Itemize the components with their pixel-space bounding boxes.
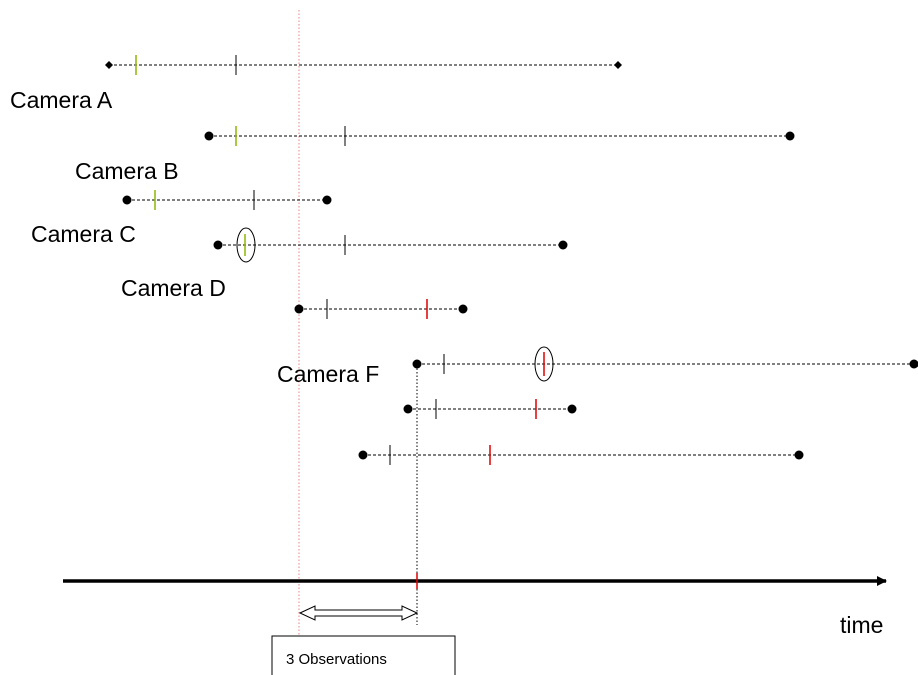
camera-f-timeline (412, 346, 918, 382)
camera-a-label: Camera A (10, 87, 113, 113)
time-axis-label: time (840, 612, 883, 638)
highlight-ellipse (534, 346, 554, 382)
camera-f-label: Camera F (277, 361, 379, 387)
camera-b-label: Camera B (75, 158, 179, 184)
observations-box (271, 635, 456, 675)
camera-a-timeline (105, 55, 622, 75)
camera-d-timeline (213, 227, 568, 263)
camera-d-label: Camera D (121, 275, 226, 301)
highlight-ellipse (236, 227, 256, 263)
camera-c-timeline (122, 190, 332, 210)
camera-g-timeline (403, 399, 577, 419)
observations-label: 3 Observations (286, 651, 387, 668)
camera-e-timeline (294, 299, 468, 319)
camera-h-timeline (358, 445, 804, 465)
observation-window-arrow (298, 605, 419, 621)
camera-b-timeline (204, 126, 795, 146)
camera-c-label: Camera C (31, 221, 136, 247)
